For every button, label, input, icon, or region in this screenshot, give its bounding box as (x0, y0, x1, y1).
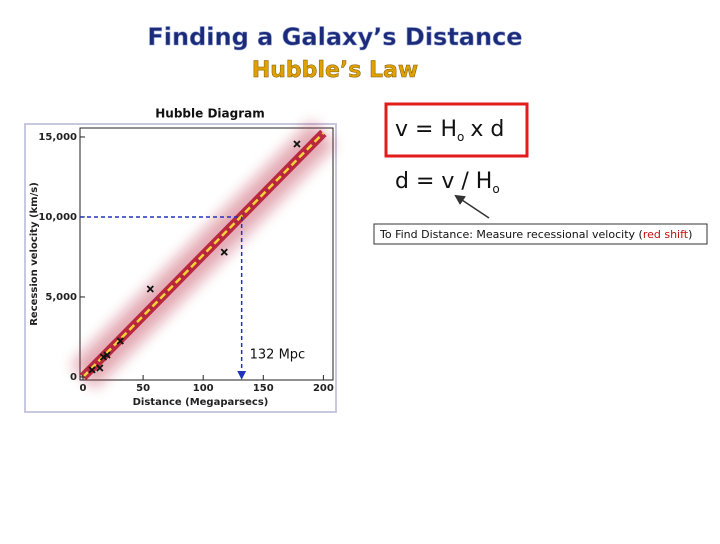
y-axis-label: Recession velocity (km/s) (29, 182, 40, 326)
data-point (293, 140, 301, 148)
data-point (88, 366, 96, 374)
fit-line (82, 132, 325, 378)
x-axis-label: Distance (Megaparsecs) (133, 397, 269, 408)
x-tick-label: 150 (253, 383, 274, 394)
chart: Hubble Diagram 0 50 100 150 200 0 5,000 10,000 15… (29, 107, 336, 408)
y-tick-label: 5,000 (45, 292, 77, 303)
formula-box (384, 102, 529, 158)
x-tick-label: 200 (313, 383, 334, 394)
y-tick-label: 0 (70, 372, 77, 383)
x-tick-label: 50 (136, 383, 150, 394)
formula: d = v / Ho (395, 169, 500, 196)
formula-text: v = H (395, 117, 457, 142)
formula-text: x d (470, 117, 504, 142)
note-box (373, 223, 708, 245)
y-tick-label: 10,000 (38, 212, 77, 223)
formula-text: d = v / H (395, 169, 492, 194)
x-tick-label: 0 (80, 383, 87, 394)
pointer-arrow (454, 194, 490, 219)
data-point (99, 353, 108, 361)
guide-label: 132 Mpc (250, 348, 306, 363)
note: To Find Distance: Measure recessional ve… (379, 228, 692, 241)
data-point (96, 364, 104, 372)
formula-subscript: o (457, 130, 464, 144)
slide-title: Finding a Galaxy’s Distance (147, 23, 522, 51)
chart-title: Hubble Diagram (155, 107, 264, 121)
x-tick-label: 100 (193, 383, 214, 394)
data-point (146, 285, 154, 293)
note-text: To Find Distance: Measure recessional ve… (379, 228, 643, 241)
formula: v = Ho x d (395, 117, 504, 144)
note-highlight: red shift (643, 228, 689, 241)
y-tick-label: 15,000 (38, 132, 77, 143)
slide-subtitle: Hubble’s Law (252, 58, 418, 83)
formula-subscript: o (492, 182, 499, 196)
data-point (220, 248, 228, 256)
data-point (103, 351, 111, 359)
data-point (116, 337, 124, 345)
note-text: ) (688, 228, 692, 241)
